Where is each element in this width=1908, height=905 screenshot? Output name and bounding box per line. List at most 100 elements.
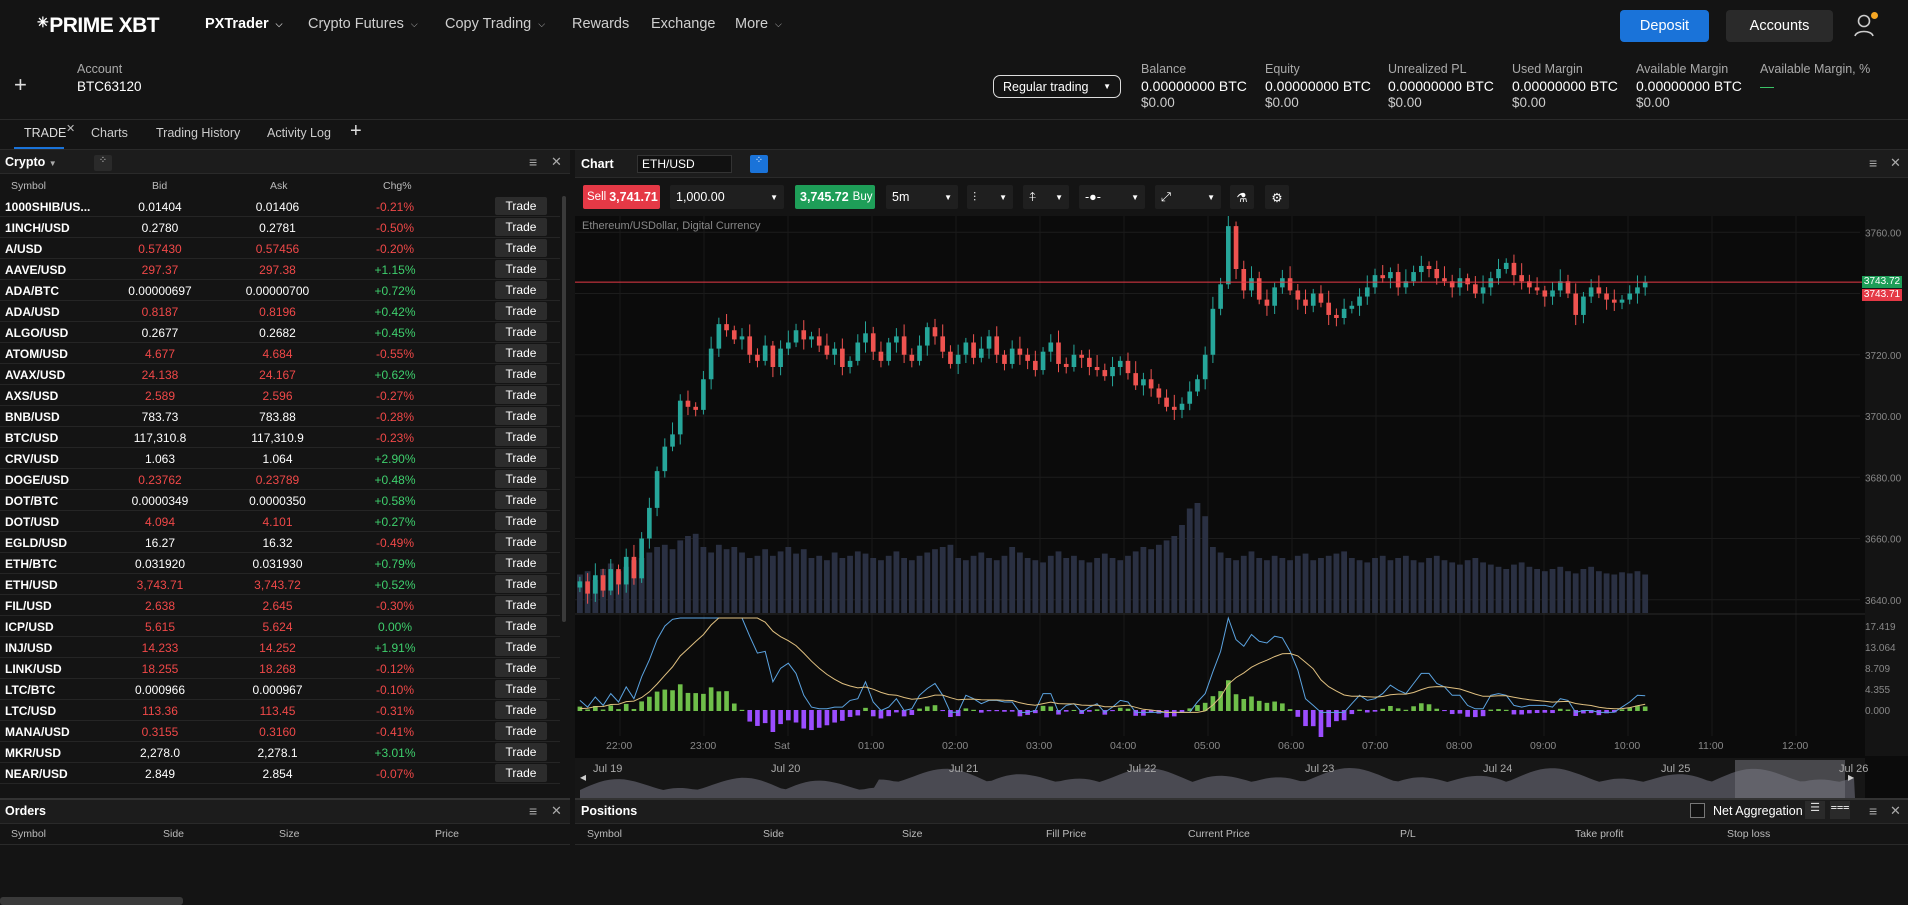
positions-menu-icon[interactable]: ≡ bbox=[1869, 803, 1878, 819]
orders-scrollbar[interactable] bbox=[0, 897, 183, 905]
net-aggregation-checkbox[interactable] bbox=[1690, 803, 1705, 818]
watchlist-row[interactable]: A/USD 0.57430 0.57456 -0.20% Trade bbox=[0, 238, 560, 259]
chart-type-icon[interactable]: ⫶ ▼ bbox=[967, 185, 1013, 209]
nav-pxtrader[interactable]: PXTrader ⌵ bbox=[205, 16, 283, 32]
user-icon[interactable] bbox=[1852, 12, 1878, 38]
watchlist-row[interactable]: DOGE/USD 0.23762 0.23789 +0.48% Trade bbox=[0, 469, 560, 490]
price-chart[interactable]: 3760.003740.003720.003700.003680.003660.… bbox=[575, 216, 1908, 798]
primexbt-logo[interactable]: ✳PRIME XBT bbox=[37, 14, 160, 37]
trade-button[interactable]: Trade bbox=[495, 554, 547, 572]
add-tab-icon[interactable]: + bbox=[350, 120, 362, 142]
trade-button[interactable]: Trade bbox=[495, 302, 547, 320]
watchlist-row[interactable]: ADA/USD 0.8187 0.8196 +0.42% Trade bbox=[0, 301, 560, 322]
watchlist-row[interactable]: DOT/USD 4.094 4.101 +0.27% Trade bbox=[0, 511, 560, 532]
link-icon[interactable]: ⁘ bbox=[94, 155, 112, 171]
watchlist-row[interactable]: AVAX/USD 24.138 24.167 +0.62% Trade bbox=[0, 364, 560, 385]
chart-symbol-input[interactable]: ETH/USD bbox=[637, 155, 732, 173]
flask-icon[interactable]: ⚗ bbox=[1230, 185, 1254, 209]
watchlist-row[interactable]: FIL/USD 2.638 2.645 -0.30% Trade bbox=[0, 595, 560, 616]
watchlist-row[interactable]: 1000SHIB/US... 0.01404 0.01406 -0.21% Trade bbox=[0, 196, 560, 217]
accounts-button[interactable]: Accounts bbox=[1726, 10, 1833, 42]
watchlist-row[interactable]: MANA/USD 0.3155 0.3160 -0.41% Trade bbox=[0, 721, 560, 742]
clock-icon[interactable]: -●- ▼ bbox=[1079, 185, 1145, 209]
close-panel-icon[interactable]: ✕ bbox=[551, 154, 562, 169]
watchlist-row[interactable]: BTC/USD 117,310.8 117,310.9 -0.23% Trade bbox=[0, 427, 560, 448]
chart-close-icon[interactable]: ✕ bbox=[1890, 155, 1901, 170]
watchlist-category-select[interactable]: Crypto ▼ bbox=[5, 155, 57, 169]
trade-button[interactable]: Trade bbox=[495, 638, 547, 656]
watchlist-row[interactable]: ATOM/USD 4.677 4.684 -0.55% Trade bbox=[0, 343, 560, 364]
watchlist-row[interactable]: LINK/USD 18.255 18.268 -0.12% Trade bbox=[0, 658, 560, 679]
trade-button[interactable]: Trade bbox=[495, 218, 547, 236]
trade-button[interactable]: Trade bbox=[495, 512, 547, 530]
orders-close-icon[interactable]: ✕ bbox=[551, 803, 562, 818]
watchlist-row[interactable]: ETH/BTC 0.031920 0.031930 +0.79% Trade bbox=[0, 553, 560, 574]
chart-menu-icon[interactable]: ≡ bbox=[1869, 155, 1878, 171]
chart-link-icon[interactable]: ⁘ bbox=[750, 155, 768, 173]
watchlist-row[interactable]: LTC/BTC 0.000966 0.000967 -0.10% Trade bbox=[0, 679, 560, 700]
trade-button[interactable]: Trade bbox=[495, 701, 547, 719]
close-tab-icon[interactable]: ✕ bbox=[66, 123, 76, 135]
watchlist-row[interactable]: INJ/USD 14.233 14.252 +1.91% Trade bbox=[0, 637, 560, 658]
watchlist-row[interactable]: ADA/BTC 0.00000697 0.00000700 +0.72% Trade bbox=[0, 280, 560, 301]
trade-button[interactable]: Trade bbox=[495, 407, 547, 425]
watchlist-row[interactable]: ALGO/USD 0.2677 0.2682 +0.45% Trade bbox=[0, 322, 560, 343]
trade-button[interactable]: Trade bbox=[495, 260, 547, 278]
nav-rewards[interactable]: Rewards bbox=[572, 16, 630, 32]
buy-button[interactable]: 3,745.72 Buy bbox=[795, 185, 875, 209]
trade-button[interactable]: Trade bbox=[495, 197, 547, 215]
trade-button[interactable]: Trade bbox=[495, 596, 547, 614]
watchlist-row[interactable]: CRV/USD 1.063 1.064 +2.90% Trade bbox=[0, 448, 560, 469]
orders-menu-icon[interactable]: ≡ bbox=[529, 803, 538, 819]
trade-button[interactable]: Trade bbox=[495, 281, 547, 299]
watchlist-row[interactable]: ICP/USD 5.615 5.624 0.00% Trade bbox=[0, 616, 560, 637]
watchlist-row[interactable]: LTC/USD 113.36 113.45 -0.31% Trade bbox=[0, 700, 560, 721]
tab-trading-history[interactable]: Trading History bbox=[156, 126, 241, 140]
list-view-icon[interactable]: ☰ bbox=[1805, 801, 1825, 819]
indicators-icon[interactable]: ⍏ ▼ bbox=[1023, 185, 1069, 209]
trade-button[interactable]: Trade bbox=[495, 491, 547, 509]
nav-crypto-futures[interactable]: Crypto Futures ⌵ bbox=[308, 16, 418, 32]
tab-charts[interactable]: Charts bbox=[91, 126, 128, 140]
trade-button[interactable]: Trade bbox=[495, 344, 547, 362]
watchlist-row[interactable]: NEAR/USD 2.849 2.854 -0.07% Trade bbox=[0, 763, 560, 784]
trade-button[interactable]: Trade bbox=[495, 575, 547, 593]
nav-exchange[interactable]: Exchange bbox=[651, 16, 716, 32]
watchlist-row[interactable]: DOT/BTC 0.0000349 0.0000350 +0.58% Trade bbox=[0, 490, 560, 511]
trade-button[interactable]: Trade bbox=[495, 743, 547, 761]
trade-button[interactable]: Trade bbox=[495, 449, 547, 467]
watchlist-row[interactable]: AAVE/USD 297.37 297.38 +1.15% Trade bbox=[0, 259, 560, 280]
watchlist-row[interactable]: MKR/USD 2,278.0 2,278.1 +3.01% Trade bbox=[0, 742, 560, 763]
trade-button[interactable]: Trade bbox=[495, 764, 547, 782]
trade-button[interactable]: Trade bbox=[495, 617, 547, 635]
quantity-select[interactable]: 1,000.00 ▼ bbox=[670, 185, 784, 209]
watchlist-row[interactable]: EGLD/USD 16.27 16.32 -0.49% Trade bbox=[0, 532, 560, 553]
trade-button[interactable]: Trade bbox=[495, 365, 547, 383]
trade-button[interactable]: Trade bbox=[495, 680, 547, 698]
deposit-button[interactable]: Deposit bbox=[1620, 10, 1709, 42]
sell-button[interactable]: Sell 3,741.71 bbox=[583, 185, 660, 209]
panel-menu-icon[interactable]: ≡ bbox=[529, 154, 538, 170]
trade-button[interactable]: Trade bbox=[495, 533, 547, 551]
drawing-tools-icon[interactable]: ⤢ ▼ bbox=[1155, 185, 1221, 209]
trade-button[interactable]: Trade bbox=[495, 323, 547, 341]
positions-close-icon[interactable]: ✕ bbox=[1890, 803, 1901, 818]
trade-button[interactable]: Trade bbox=[495, 659, 547, 677]
watchlist-scrollbar[interactable] bbox=[562, 196, 566, 622]
watchlist-row[interactable]: 1INCH/USD 0.2780 0.2781 -0.50% Trade bbox=[0, 217, 560, 238]
trade-button[interactable]: Trade bbox=[495, 239, 547, 257]
trade-button[interactable]: Trade bbox=[495, 722, 547, 740]
trading-mode-select[interactable]: Regular trading ▼ bbox=[993, 75, 1121, 98]
trade-button[interactable]: Trade bbox=[495, 386, 547, 404]
add-account-icon[interactable]: + bbox=[14, 72, 27, 97]
nav-copy-trading[interactable]: Copy Trading ⌵ bbox=[445, 16, 546, 32]
nav-more[interactable]: More ⌵ bbox=[735, 16, 782, 32]
watchlist-row[interactable]: ETH/USD 3,743.71 3,743.72 +0.52% Trade bbox=[0, 574, 560, 595]
tab-trade[interactable]: TRADE bbox=[24, 126, 67, 140]
watchlist-row[interactable]: BNB/USD 783.73 783.88 -0.28% Trade bbox=[0, 406, 560, 427]
trade-button[interactable]: Trade bbox=[495, 470, 547, 488]
watchlist-row[interactable]: AXS/USD 2.589 2.596 -0.27% Trade bbox=[0, 385, 560, 406]
tab-activity-log[interactable]: Activity Log bbox=[267, 126, 331, 140]
interval-select[interactable]: 5m ▼ bbox=[886, 185, 958, 209]
settings-icon[interactable]: ⚙ bbox=[1265, 185, 1289, 209]
